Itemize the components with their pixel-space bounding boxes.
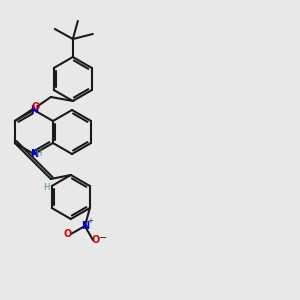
Text: H: H	[43, 182, 49, 191]
Text: +: +	[87, 218, 93, 224]
Text: N: N	[30, 105, 38, 115]
Text: N: N	[30, 149, 38, 159]
Text: H: H	[35, 148, 41, 158]
Text: N: N	[81, 221, 89, 231]
Text: O: O	[64, 229, 72, 239]
Text: O: O	[92, 235, 100, 245]
Text: −: −	[99, 233, 107, 243]
Text: O: O	[32, 102, 40, 112]
